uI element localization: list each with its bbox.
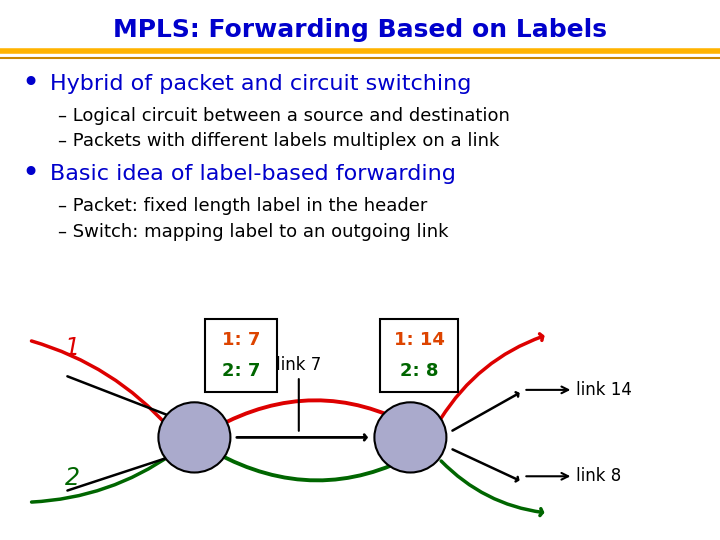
Text: •: • [22, 159, 40, 188]
Text: – Switch: mapping label to an outgoing link: – Switch: mapping label to an outgoing l… [58, 222, 448, 241]
Text: link 8: link 8 [526, 467, 621, 485]
Text: •: • [22, 69, 40, 98]
Text: 2: 8: 2: 8 [400, 362, 438, 380]
Text: MPLS: Forwarding Based on Labels: MPLS: Forwarding Based on Labels [113, 18, 607, 42]
Text: 2: 7: 2: 7 [222, 362, 261, 380]
Text: – Packets with different labels multiplex on a link: – Packets with different labels multiple… [58, 132, 499, 151]
Text: 1: 1 [65, 336, 79, 360]
Text: 1: 14: 1: 14 [394, 332, 444, 349]
FancyBboxPatch shape [380, 319, 458, 392]
Text: link 14: link 14 [526, 381, 632, 399]
Text: Hybrid of packet and circuit switching: Hybrid of packet and circuit switching [50, 73, 472, 94]
Text: 1: 7: 1: 7 [222, 332, 261, 349]
Text: – Packet: fixed length label in the header: – Packet: fixed length label in the head… [58, 197, 427, 215]
Text: – Logical circuit between a source and destination: – Logical circuit between a source and d… [58, 107, 510, 125]
Ellipse shape [374, 402, 446, 472]
Text: Basic idea of label-based forwarding: Basic idea of label-based forwarding [50, 164, 456, 184]
Text: link 7: link 7 [276, 355, 321, 431]
Ellipse shape [158, 402, 230, 472]
FancyBboxPatch shape [205, 319, 277, 392]
Text: 2: 2 [65, 466, 79, 490]
